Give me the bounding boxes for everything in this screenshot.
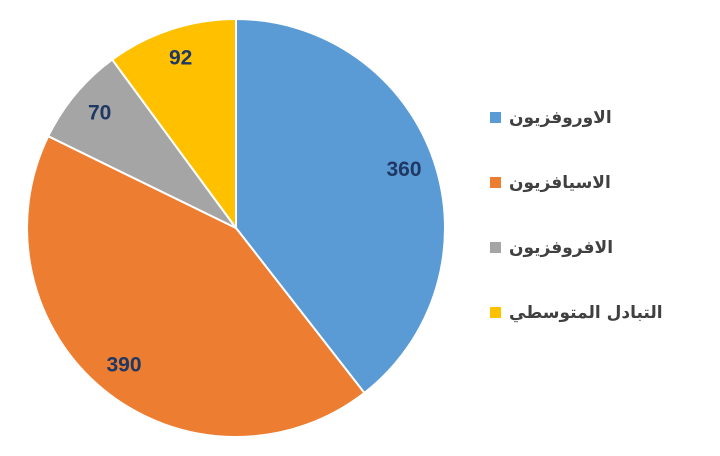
- pie-slice: [110, 17, 237, 232]
- pie-slice: [26, 134, 366, 438]
- legend-label: الاوروفزيون: [509, 108, 612, 128]
- data-label: 360: [387, 158, 422, 181]
- legend-swatch: [490, 177, 501, 188]
- legend-swatch: [490, 112, 501, 123]
- data-label: 70: [88, 102, 111, 125]
- pie-slice: [235, 17, 446, 395]
- data-label: 390: [106, 353, 141, 376]
- legend-label: التبادل المتوسطي: [509, 303, 663, 323]
- pie-slice: [46, 58, 237, 229]
- legend-swatch: [490, 307, 501, 318]
- legend-label: الاسيافزيون: [509, 173, 611, 193]
- legend-label: الافروفزيون: [509, 238, 613, 258]
- data-label: 92: [169, 47, 192, 70]
- legend-swatch: [490, 242, 501, 253]
